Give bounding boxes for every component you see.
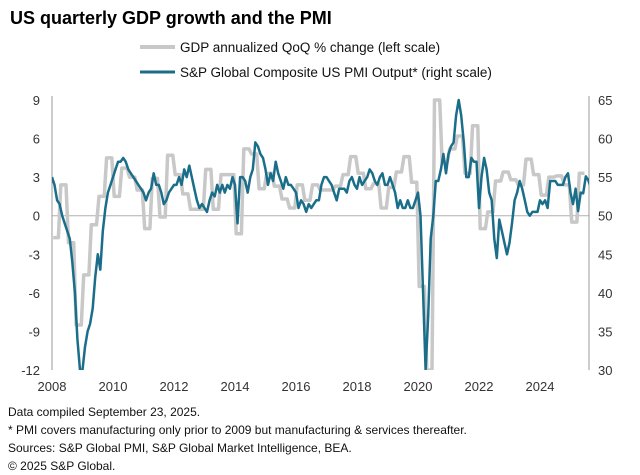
right-tick-label: 30 [598, 363, 612, 378]
right-tick-label: 55 [598, 170, 612, 185]
footer-note-date: Data compiled September 23, 2025. [8, 405, 201, 419]
right-tick-label: 50 [598, 209, 612, 224]
left-tick-label: -12 [21, 363, 40, 378]
left-tick-label: 6 [33, 132, 40, 147]
right-tick-label: 65 [598, 93, 612, 108]
footer-sources: Sources: S&P Global PMI, S&P Global Mark… [8, 441, 352, 455]
right-tick-label: 45 [598, 247, 612, 262]
left-tick-label: 3 [33, 170, 40, 185]
x-tick-label: 2024 [526, 379, 555, 394]
right-tick-label: 40 [598, 286, 612, 301]
right-tick-label: 35 [598, 324, 612, 339]
legend-label-gdp: GDP annualized QoQ % change (left scale) [180, 40, 440, 55]
left-tick-label: -3 [28, 247, 40, 262]
x-tick-label: 2014 [221, 379, 250, 394]
left-tick-label: -6 [28, 286, 40, 301]
footer-note-pmi: * PMI covers manufacturing only prior to… [8, 423, 467, 437]
x-tick-label: 2016 [282, 379, 311, 394]
footer-copyright: © 2025 S&P Global. [8, 459, 116, 473]
left-tick-label: -9 [28, 324, 40, 339]
x-tick-label: 2010 [99, 379, 128, 394]
chart-title: US quarterly GDP growth and the PMI [10, 8, 332, 28]
x-tick-label: 2008 [38, 379, 67, 394]
right-tick-label: 60 [598, 132, 612, 147]
x-tick-label: 2018 [343, 379, 372, 394]
legend-label-pmi: S&P Global Composite US PMI Output* (rig… [180, 65, 492, 80]
left-tick-label: 9 [33, 93, 40, 108]
x-tick-label: 2012 [160, 379, 189, 394]
gdp-series-line [53, 98, 585, 370]
left-tick-label: 0 [33, 209, 40, 224]
x-tick-label: 2022 [465, 379, 494, 394]
x-tick-label: 2020 [404, 379, 433, 394]
pmi-series-line [52, 98, 589, 370]
